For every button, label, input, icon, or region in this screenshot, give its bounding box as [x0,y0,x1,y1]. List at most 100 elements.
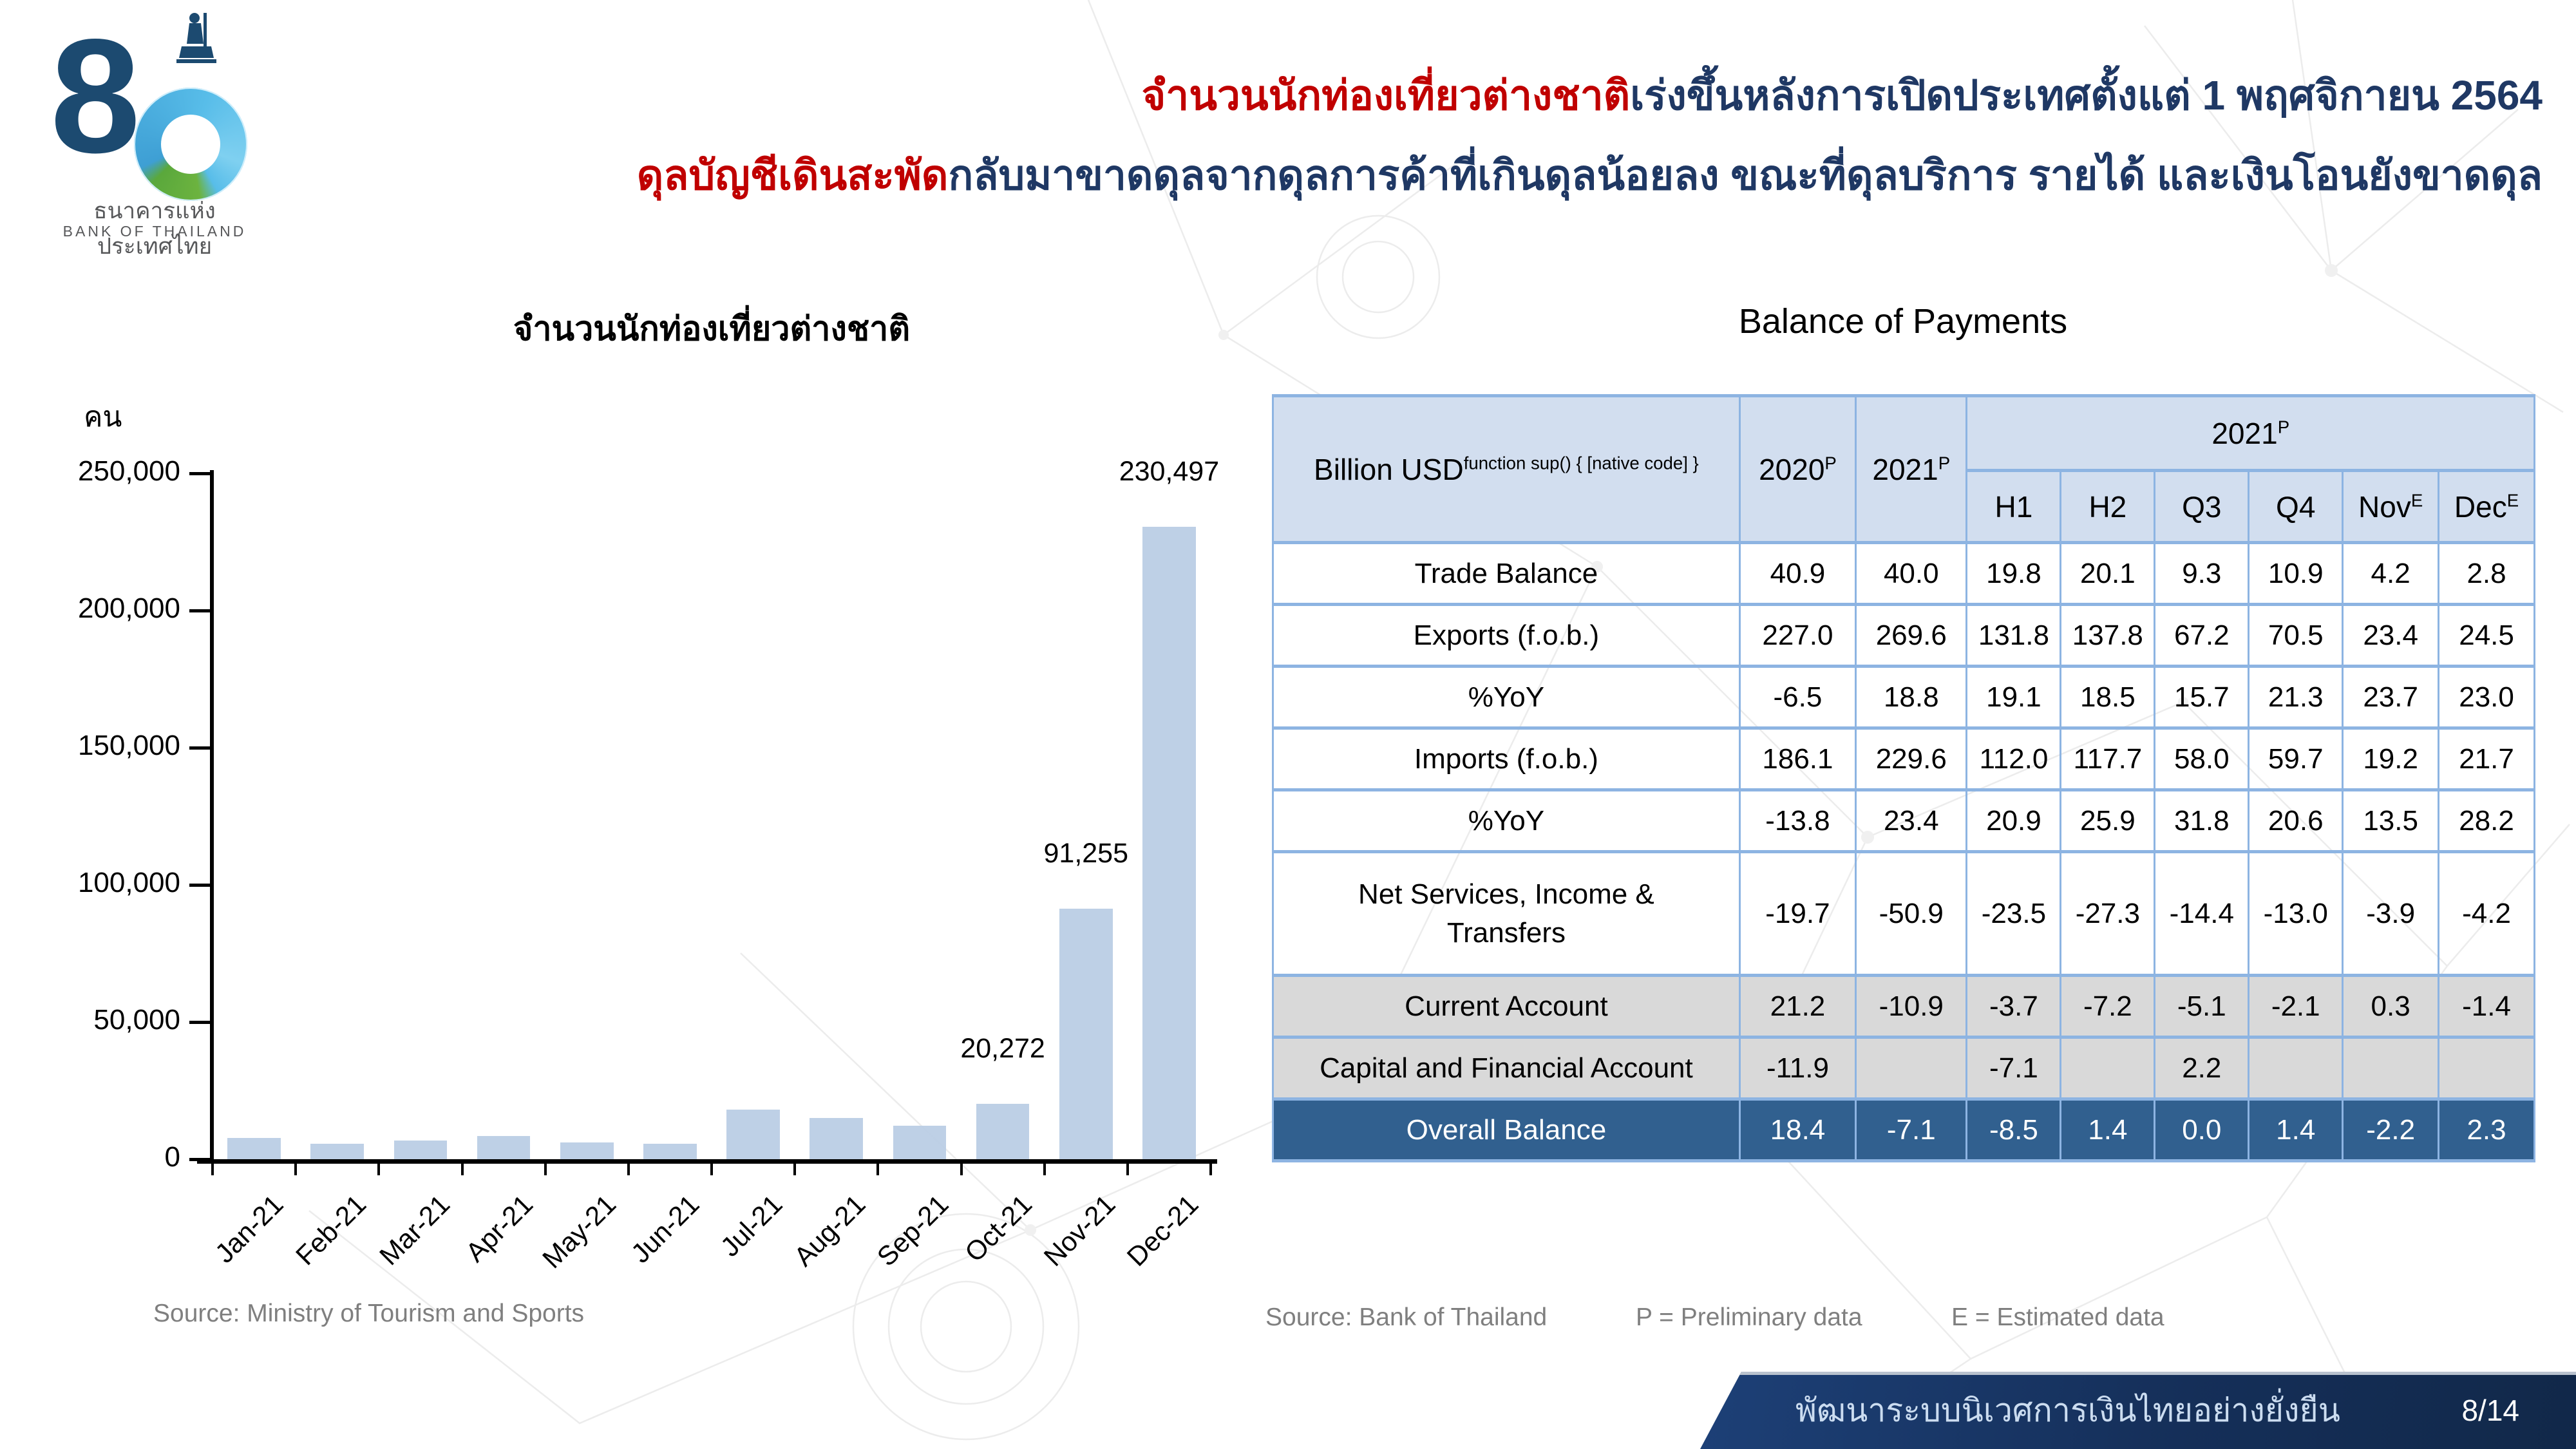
bar-value-label: 20,272 [960,1032,1045,1064]
y-tick-mark [189,746,210,750]
x-axis-label: Aug-21 [788,1189,871,1273]
logo-thai-name: ธนาคารแห่งประเทศไทย [93,198,216,259]
subheader-cell: H1 [1965,469,2062,544]
value-cell: 4.2 [2342,541,2440,606]
x-tick-mark [1209,1164,1212,1175]
table-row: %YoY -6.5 18.8 19.1 18.5 15.7 21.3 23.7 23.0 [1272,665,2535,730]
value-cell: 131.8 [1965,603,2062,668]
row-label-cell: %YoY [1272,665,1741,730]
value-cell: -7.2 [2060,974,2156,1039]
value-cell: 137.8 [2060,603,2156,668]
subheader-cell: Q3 [2154,469,2250,544]
logo-zero-ring [134,88,247,201]
value-cell: 40.9 [1738,541,1857,606]
value-cell [2438,1036,2535,1101]
group-2021-header: 2021P [1965,394,2535,472]
value-cell: 227.0 [1738,603,1857,668]
value-cell: 2.8 [2438,541,2535,606]
bar [1142,527,1196,1159]
value-cell [2060,1036,2156,1101]
value-cell: 0.0 [2154,1097,2250,1162]
table-row: Net Services, Income & Transfers -19.7 -50… [1272,850,2535,977]
value-cell: 23.4 [2342,603,2440,668]
value-cell: -6.5 [1738,665,1857,730]
title-line2-highlight: ดุลบัญชีเดินสะพัด [636,152,949,198]
x-axis-label: Mar-21 [373,1189,455,1271]
row-label-cell: Current Account [1272,974,1741,1039]
y-tick-mark [189,1021,210,1024]
value-cell [2342,1036,2440,1101]
value-cell: 18.8 [1855,665,1968,730]
title-line-2: ดุลบัญชีเดินสะพัดกลับมาขาดดุลจากดุลการค้… [451,135,2543,215]
x-axis-label: Dec-21 [1121,1189,1204,1272]
bar [893,1126,947,1159]
value-cell: 21.2 [1738,974,1857,1039]
subheader-cell: NovE [2342,469,2440,544]
row-label-cell: Overall Balance [1272,1097,1741,1162]
bar [393,1141,448,1159]
value-cell: 186.1 [1738,726,1857,791]
value-cell: -13.8 [1738,788,1857,853]
value-cell [2248,1036,2344,1101]
value-cell: 19.2 [2342,726,2440,791]
legend-preliminary: P = Preliminary data [1636,1303,1862,1331]
bar [810,1117,864,1159]
y-tick-label: 150,000 [77,730,180,761]
table-row: Capital and Financial Account -11.9 -7.1 2.… [1272,1036,2535,1101]
bar [1059,909,1113,1159]
bar [227,1138,281,1159]
x-axis-label: May-21 [536,1189,622,1274]
row-label-cell: Exports (f.o.b.) [1272,603,1741,668]
value-cell: -50.9 [1855,850,1968,977]
chart-title: จำนวนนักท่องเที่ยวต่างชาติ [513,310,911,348]
value-cell: 2.2 [2154,1036,2250,1101]
title-line2-rest: กลับมาขาดดุลจากดุลการค้าที่เกินดุลน้อยลง… [948,152,2543,198]
year-2020-header: 2020P [1738,394,1857,544]
chart-unit-label: คน [84,401,122,433]
corner-header-cell: Billion USDfunction sup() { [native code… [1272,394,1741,544]
value-cell: 23.0 [2438,665,2535,730]
bot-logo: 8 ธนาคารแห่งประเทศไทย BANK OF THAILAND [45,6,264,259]
value-cell: -10.9 [1855,974,1968,1039]
value-cell: 0.3 [2342,974,2440,1039]
y-tick-label: 50,000 [93,1004,180,1036]
value-cell: 28.2 [2438,788,2535,853]
row-label-cell: Imports (f.o.b.) [1272,726,1741,791]
y-axis [210,470,214,1163]
table-row: Overall Balance 18.4 -7.1 -8.5 1.4 0.0 1.4 -2.2… [1272,1097,2535,1162]
row-label-cell: Net Services, Income & Transfers [1272,850,1741,977]
y-tick-label: 250,000 [77,455,180,487]
subheader-cell: DecE [2438,469,2535,544]
title-line1-rest: เร่งขึ้นหลังการเปิดประเทศตั้งแต่ 1 พฤศจิ… [1630,72,2543,118]
x-tick-mark [294,1164,298,1175]
value-cell: 59.7 [2248,726,2344,791]
x-tick-mark [460,1164,464,1175]
bop-table-section: Billion USDfunction sup() { [native code… [1272,394,2535,1162]
logo-eight-digit: 8 [50,6,141,187]
x-axis-label: Oct-21 [958,1189,1037,1268]
table-row: Imports (f.o.b.) 186.1 229.6 112.0 117.7 58.0… [1272,726,2535,791]
value-cell: 20.1 [2060,541,2156,606]
value-cell [1855,1036,1968,1101]
slide-title: จำนวนนักท่องเที่ยวต่างชาติเร่งขึ้นหลังกา… [451,55,2543,215]
logo-english-name: BANK OF THAILAND [62,223,247,240]
value-cell: -5.1 [2154,974,2250,1039]
value-cell: -4.2 [2438,850,2535,977]
bar [726,1110,780,1159]
row-label-cell: %YoY [1272,788,1741,853]
value-cell: -11.9 [1738,1036,1857,1101]
table-header-row: Billion USDfunction sup() { [native code… [1272,394,2535,544]
value-cell: 21.7 [2438,726,2535,791]
value-cell: -2.1 [2248,974,2344,1039]
table-title: Balance of Payments [1738,302,2068,341]
value-cell: 18.4 [1738,1097,1857,1162]
x-axis-label: Jul-21 [714,1189,788,1263]
table-subheader-row: H1 H2 Q3 Q4 NovE DecE [1273,469,2535,544]
value-cell: 19.8 [1965,541,2062,606]
value-cell: 40.0 [1855,541,1968,606]
value-cell: 21.3 [2248,665,2344,730]
y-tick-label: 100,000 [77,867,180,898]
bar [310,1143,365,1159]
